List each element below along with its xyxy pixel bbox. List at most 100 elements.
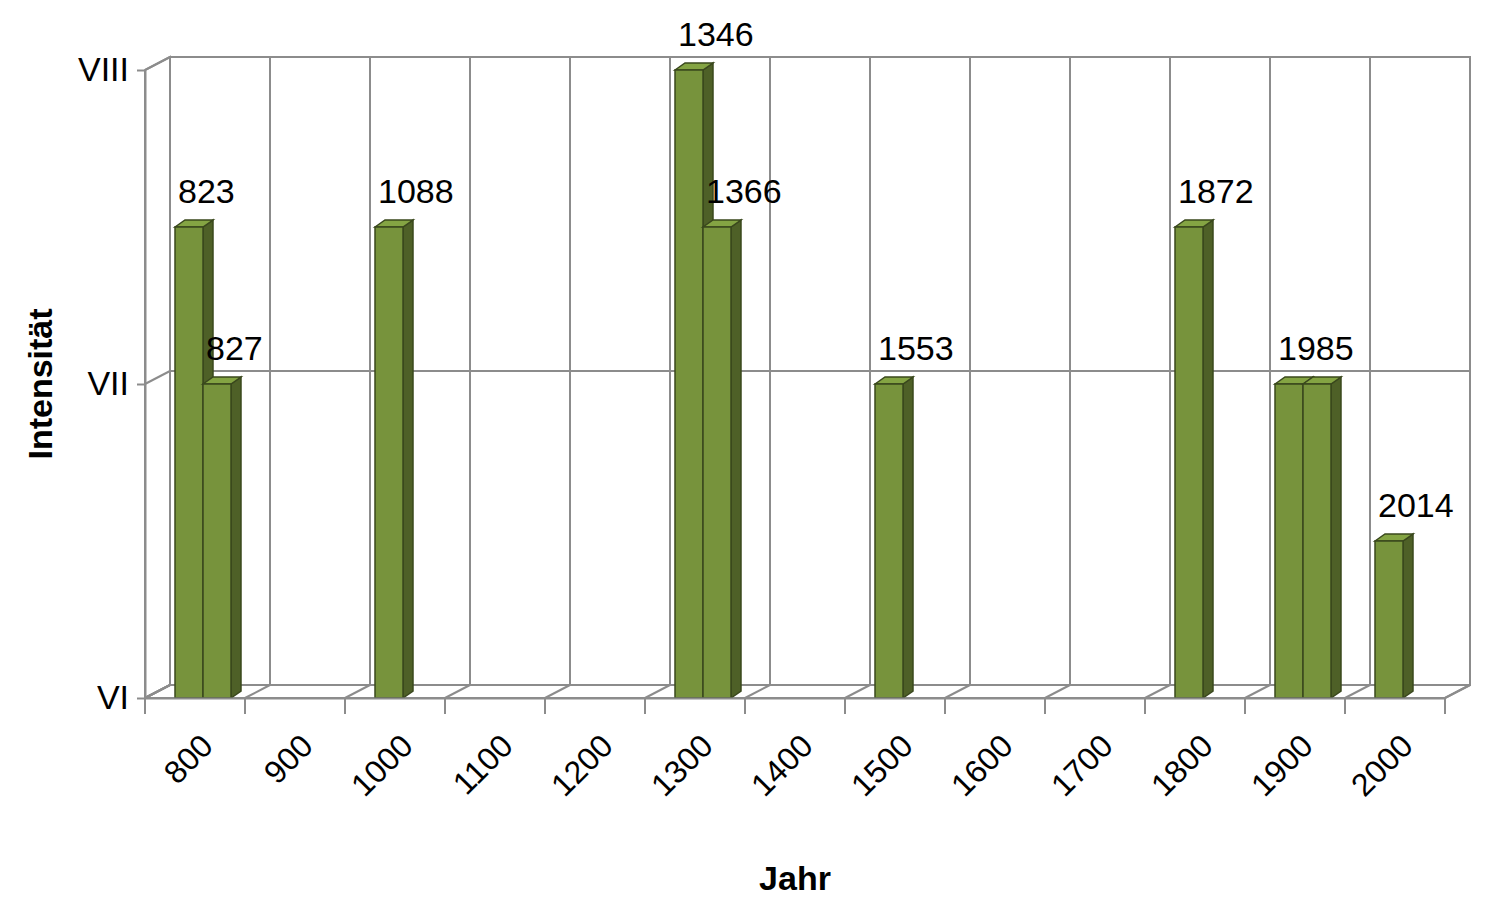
- x-boundary-tick: [444, 698, 446, 714]
- y-axis-title: Intensität: [21, 308, 59, 459]
- bar-side: [903, 377, 913, 698]
- bar-side: [1331, 377, 1341, 698]
- y-tick: VIII: [78, 50, 145, 88]
- x-floor-line: [1245, 685, 1270, 698]
- bar-label: 1088: [378, 172, 454, 210]
- x-floor-line: [1045, 685, 1070, 698]
- bar-top: [1303, 377, 1341, 384]
- x-grid-line: [369, 57, 371, 685]
- bar-top: [1175, 220, 1213, 227]
- x-tick: 1500: [844, 698, 920, 803]
- x-tick-label: 1800: [1144, 727, 1220, 803]
- bar: [1375, 541, 1403, 698]
- x-tick-label: 1700: [1044, 727, 1120, 803]
- x-tick-label: 1100: [446, 727, 520, 801]
- y-tick-mark: [137, 384, 145, 386]
- x-floor-line: [145, 685, 170, 698]
- bar: [875, 384, 903, 698]
- x-grid-line: [1169, 57, 1171, 685]
- x-boundary-tick: [344, 698, 346, 714]
- x-boundary-tick: [1344, 698, 1346, 714]
- x-tick: 1400: [744, 698, 820, 803]
- y-tick-mark: [137, 70, 145, 72]
- bar-top: [675, 63, 713, 70]
- bar-side: [231, 377, 241, 698]
- x-grid-line: [1269, 57, 1271, 685]
- x-tick-label: 1000: [344, 727, 420, 803]
- y-tick: VI: [97, 678, 145, 716]
- x-grid-line: [469, 57, 471, 685]
- bars: [175, 63, 1413, 698]
- x-boundary-ticks: [145, 698, 1445, 714]
- x-tick-label: 900: [257, 727, 320, 790]
- x-tick: 1800: [1144, 698, 1220, 803]
- bar: [1275, 384, 1303, 698]
- bar: [675, 70, 703, 698]
- x-floor-line: [645, 685, 670, 698]
- x-tick: 1600: [944, 698, 1020, 803]
- bar-top: [375, 220, 413, 227]
- x-boundary-tick: [1444, 698, 1446, 714]
- x-boundary-tick: [1144, 698, 1146, 714]
- y-grid-line-side: [145, 685, 170, 698]
- x-axis-title: Jahr: [759, 859, 831, 897]
- x-grid-line: [169, 57, 171, 685]
- bar-top: [875, 377, 913, 384]
- x-tick-label: 800: [157, 727, 220, 790]
- bar: [375, 227, 403, 698]
- x-tick-label: 1400: [744, 727, 820, 803]
- bar-label: 1872: [1178, 172, 1254, 210]
- x-boundary-tick: [644, 698, 646, 714]
- y-tick-label: VI: [97, 678, 129, 716]
- x-floor-line: [745, 685, 770, 698]
- bar-label: 823: [178, 172, 235, 210]
- bar: [175, 227, 203, 698]
- x-floor-line: [845, 685, 870, 698]
- x-boundary-tick: [844, 698, 846, 714]
- bar-top: [175, 220, 213, 227]
- x-tick-label: 1600: [944, 727, 1020, 803]
- x-boundary-tick: [544, 698, 546, 714]
- x-floor-line: [945, 685, 970, 698]
- x-grid-line: [769, 57, 771, 685]
- y-axis: VI VII VIII: [78, 50, 146, 716]
- y-grid-line-side: [145, 371, 170, 384]
- grid: [145, 57, 1470, 698]
- x-grid-line: [869, 57, 871, 685]
- x-tick: 1300: [644, 698, 720, 803]
- x-grid-line: [269, 57, 271, 685]
- bar-label: 827: [206, 329, 263, 367]
- x-tick: 1200: [544, 698, 620, 803]
- bar: [203, 384, 231, 698]
- bar-top: [703, 220, 741, 227]
- y-tick: VII: [87, 364, 145, 402]
- bar: [703, 227, 731, 698]
- x-boundary-tick: [944, 698, 946, 714]
- x-tick: 2000: [1344, 698, 1420, 803]
- bar-top: [203, 377, 241, 384]
- x-boundary-tick: [144, 698, 146, 714]
- x-grid-line: [1469, 57, 1471, 685]
- x-tick: 900: [257, 698, 320, 791]
- x-grid-line: [969, 57, 971, 685]
- y-tick-label: VII: [87, 364, 129, 402]
- x-grid-line: [1369, 57, 1371, 685]
- bar-label: 1346: [678, 15, 754, 53]
- x-floor-line: [1345, 685, 1370, 698]
- x-floor-line: [1445, 685, 1470, 698]
- y-grid-line: [170, 370, 1470, 372]
- x-boundary-tick: [244, 698, 246, 714]
- walls: [145, 57, 1470, 698]
- bar: [1303, 384, 1331, 698]
- bar-side: [1403, 534, 1413, 698]
- x-tick: 1000: [344, 698, 420, 803]
- x-tick: 800: [157, 698, 220, 791]
- bar-side: [403, 220, 413, 698]
- x-boundary-tick: [1244, 698, 1246, 714]
- x-grid-line: [1069, 57, 1071, 685]
- y-grid-line: [170, 56, 1470, 58]
- bar-label: 1985: [1278, 329, 1354, 367]
- x-tick-label: 1300: [644, 727, 720, 803]
- bar-label: 1366: [706, 172, 782, 210]
- x-floor-line: [245, 685, 270, 698]
